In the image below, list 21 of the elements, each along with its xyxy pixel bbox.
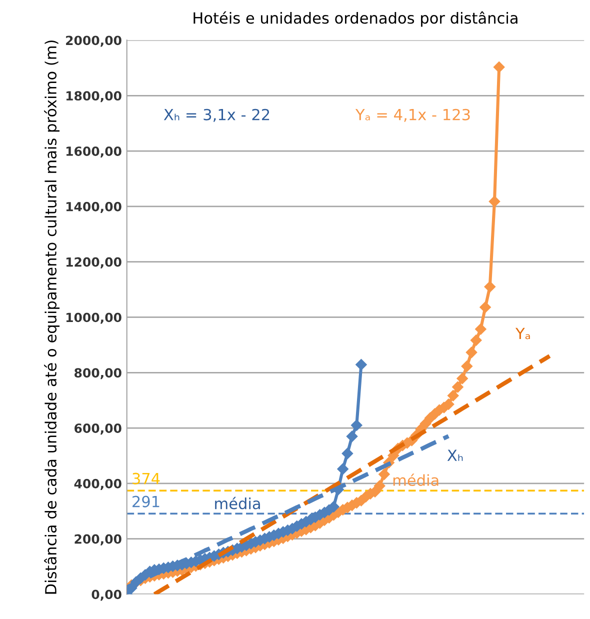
y-tick-label: 200,00 xyxy=(74,534,122,546)
y-tick-label: 1400,00 xyxy=(66,202,122,213)
y-tick-label: 1000,00 xyxy=(66,312,122,324)
annotation: Xₕ xyxy=(447,450,463,461)
y-tick-label: 600,00 xyxy=(74,424,122,435)
annotation: Xₕ = 3,1x - 22 xyxy=(164,108,270,122)
annotation: média xyxy=(393,474,438,486)
y-tick-label: 1600,00 xyxy=(66,146,122,158)
annotation: Yₐ = 4,1x - 123 xyxy=(355,108,470,122)
y-tick-label: 0,00 xyxy=(92,590,122,601)
y-tick-label: 1200,00 xyxy=(66,257,122,268)
y-tick-label: 800,00 xyxy=(74,368,122,380)
y-tick-label: 400,00 xyxy=(74,478,122,490)
annotation: Yₐ xyxy=(515,328,530,340)
y-tick-label: 2000,00 xyxy=(66,36,122,47)
y-axis-title: Distância de cada unidade até o equipamento cultural mais próximo (m) xyxy=(44,40,60,594)
annotation: média xyxy=(215,496,260,510)
ref-line-label: 291 xyxy=(132,496,160,508)
ref-line-label: 374 xyxy=(132,472,160,484)
chart-title: Hotéis e unidades ordenados por distância xyxy=(194,11,518,27)
y-tick-label: 1800,00 xyxy=(66,91,122,102)
